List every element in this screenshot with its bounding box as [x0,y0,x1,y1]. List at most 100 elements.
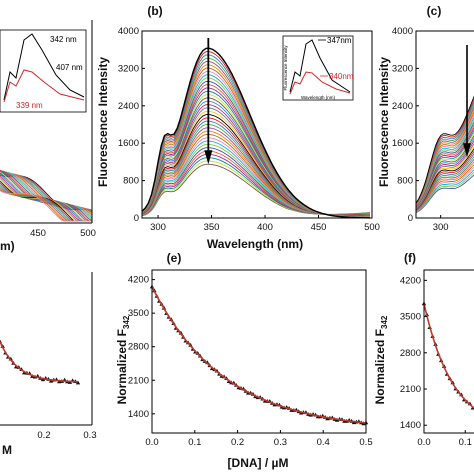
panel-a-curves [0,170,93,222]
panel-d: 0.2 0.3 M [0,272,97,457]
panel-e-label: (e) [167,251,182,265]
panel-c-ytick-label: 0 [408,213,413,224]
panel-b-curve [141,47,370,219]
panel-f-fit-line [423,303,474,409]
panel-c-curve [415,156,474,211]
panel-d-plot [0,339,81,385]
panel-e-frame [151,269,367,434]
panel-c-ytick-label: 3200 [392,63,413,74]
panel-b-frame [141,30,373,219]
panel-b-ylabel: Fluorescence Intensity [96,57,110,187]
panel-a-inset-red-curve [3,69,85,103]
panel-b-xtick-label: 350 [204,222,220,233]
panel-e-ytick-label: 2100 [128,375,149,386]
panel-b-xtick-label: 450 [311,222,327,233]
panel-c-ytick-label: 1600 [392,138,413,149]
panel-b-inset-black-curve [289,39,351,93]
panel-b-inset-frame [282,35,354,101]
panel-c-axes: 0 800 1600 2400 3200 4000 300 [392,26,474,233]
panel-a-xtick-500: 500 [80,228,96,239]
panel-c-curve [415,161,474,212]
panel-e-fit-line [151,286,367,424]
panel-e-ytick-label: 4200 [128,275,149,286]
panel-b-xtick-label: 400 [257,222,273,233]
panel-e-xtick-label: 0.2 [231,437,244,448]
panel-a-curve [0,190,92,222]
panel-d-xtick-02: 0.2 [37,430,50,441]
panel-b-inset-peak-top: 347nm [327,36,352,45]
panel-d-xlabel-fragment: M [2,443,12,457]
panel-e-ylabel: Normalized F342 [115,315,131,404]
panel-f-ytick-label: 4200 [400,275,421,286]
panel-c-curve [415,95,474,204]
panel-a-inset-frame [0,29,87,113]
panel-b-xlabel: Wavelength (nm) [207,237,303,251]
panel-a-inset: 342 nm 407 nm 339 nm [0,29,87,113]
panel-c-curve [415,163,474,212]
panel-e-ylabel-sub: 342 [122,315,131,329]
panel-c-curve [415,174,474,214]
panel-c-xtick-label: 300 [433,222,449,233]
panel-e: (e) 1400 2100 2800 3500 4200 0.0 0.1 0.2 0.3 0.4 0… [115,251,373,470]
panel-b-inset-red-curve [289,71,351,95]
panel-e-xtick-label: 0.5 [359,437,372,448]
panel-a: 450 500 m) 342 nm 407 nm 339 nm [0,20,96,253]
panel-c-curve [415,158,474,212]
panel-c-curves [415,45,474,214]
panel-c-label: (c) [427,4,442,18]
panel-a-inset-peak-top: 342 nm [50,35,77,44]
panel-d-xtick-03: 0.3 [83,430,96,441]
panel-a-xlabel-fragment: m) [0,239,15,253]
panel-c-ytick-label: 2400 [392,101,413,112]
panel-c: (c) 0 800 1600 2400 3200 4000 300 Fluorescence… [377,4,474,233]
panel-d-fit-line [0,341,78,383]
panel-c-curve [415,169,474,213]
panel-a-curve [0,170,92,222]
panel-e-xtick-label: 0.1 [188,437,201,448]
panel-b-inset: 347nm 340nm Fluorescence Intensity Wavel… [282,35,354,101]
panel-f-ytick-label: 3500 [400,312,421,323]
panel-e-ytick-label: 2800 [128,342,149,353]
panel-b-axes: 0 800 1600 2400 3200 4000 300 350 400 450 500 [118,26,380,233]
panel-b-inset-peak-bottom: 340nm [329,72,354,81]
panel-c-curve [415,171,474,213]
panel-b-curves [141,38,370,219]
panel-c-curve [415,166,474,213]
panel-c-quench-arrow-head [463,143,471,158]
panel-c-ytick-label: 4000 [392,26,413,37]
panel-f-frame [423,269,474,434]
panel-d-data-point [48,378,54,383]
panel-f: (f) 1400 2100 2800 3500 4200 0.0 0.1 Normalize… [373,251,474,448]
panel-e-ylabel-main: Normalized F [115,329,129,404]
panel-a-xtick-450: 450 [30,228,46,239]
panel-b-label: (b) [147,4,162,18]
panel-f-ylabel: Normalized F342 [373,315,389,404]
panel-f-ylabel-sub: 342 [380,315,389,329]
panel-b-ytick-label: 3200 [118,63,139,74]
panel-f-ytick-label: 2800 [400,348,421,359]
panel-b-ytick-label: 800 [123,176,139,187]
panel-f-plot [421,301,474,411]
panel-e-ytick-label: 1400 [128,409,149,420]
panel-b-ytick-label: 1600 [118,138,139,149]
panel-b-quench-arrow-head [204,150,213,165]
panel-f-axes: 1400 2100 2800 3500 4200 0.0 0.1 [400,269,474,448]
panel-b-ytick-label: 0 [134,213,139,224]
panel-f-xtick-label: 0.0 [417,437,430,448]
panel-f-ylabel-main: Normalized F [373,329,387,404]
panel-e-plot [149,284,369,426]
panel-c-ylabel: Fluorescence Intensity [377,57,391,187]
panel-a-inset-peak-right: 407 nm [56,63,83,72]
panel-e-xtick-label: 0.0 [145,437,158,448]
panel-a-inset-peak-bottom: 339 nm [16,101,43,110]
panel-e-xtick-label: 0.3 [274,437,287,448]
panel-b-inset-xlabel: Wavelength (nm) [301,95,336,100]
panel-b-xtick-label: 300 [150,222,166,233]
panel-b-inset-ylabel: Fluorescence Intensity [283,45,288,91]
panel-c-frame [415,30,474,219]
panel-e-xtick-label: 0.4 [317,437,330,448]
panel-f-label: (f) [404,251,416,265]
panel-e-axes: 1400 2100 2800 3500 4200 0.0 0.1 0.2 0.3 0.4 0.5 [128,269,373,448]
